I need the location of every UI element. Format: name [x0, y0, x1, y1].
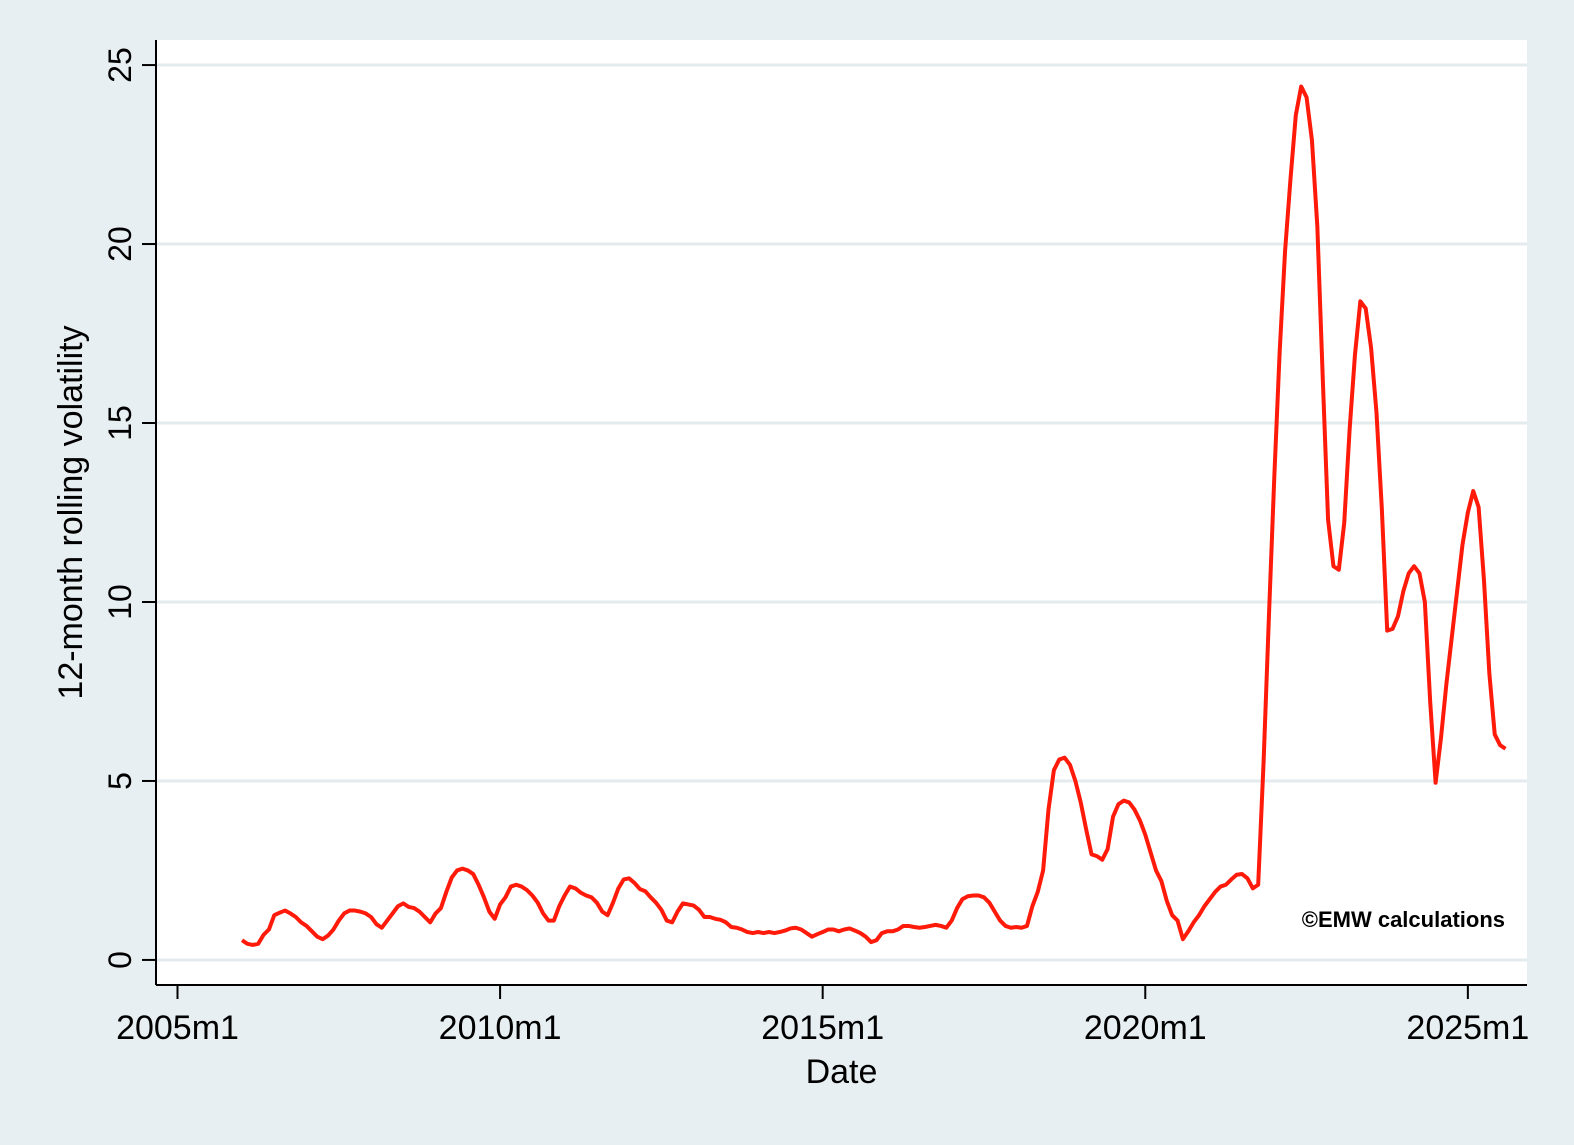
x-tick-label: 2010m1: [439, 1009, 562, 1047]
annotation: ©EMW calculations: [1302, 907, 1505, 932]
x-tick-label: 2025m1: [1406, 1009, 1529, 1047]
data-line: [240, 84, 1507, 947]
y-tick-label: 25: [102, 47, 138, 83]
y-tick-label: 5: [102, 772, 138, 790]
y-tick-label: 10: [102, 584, 138, 620]
plot-area: [156, 40, 1527, 985]
y-axis-title: 12-month rolling volatility: [52, 325, 90, 699]
x-tick-label: 2005m1: [116, 1009, 239, 1047]
y-tick-label: 20: [102, 226, 138, 262]
x-axis-title: Date: [806, 1053, 878, 1091]
y-tick-label: 15: [102, 405, 138, 441]
y-tick-label: 0: [102, 951, 138, 969]
x-tick-label: 2020m1: [1084, 1009, 1207, 1047]
x-tick-label: 2015m1: [761, 1009, 884, 1047]
